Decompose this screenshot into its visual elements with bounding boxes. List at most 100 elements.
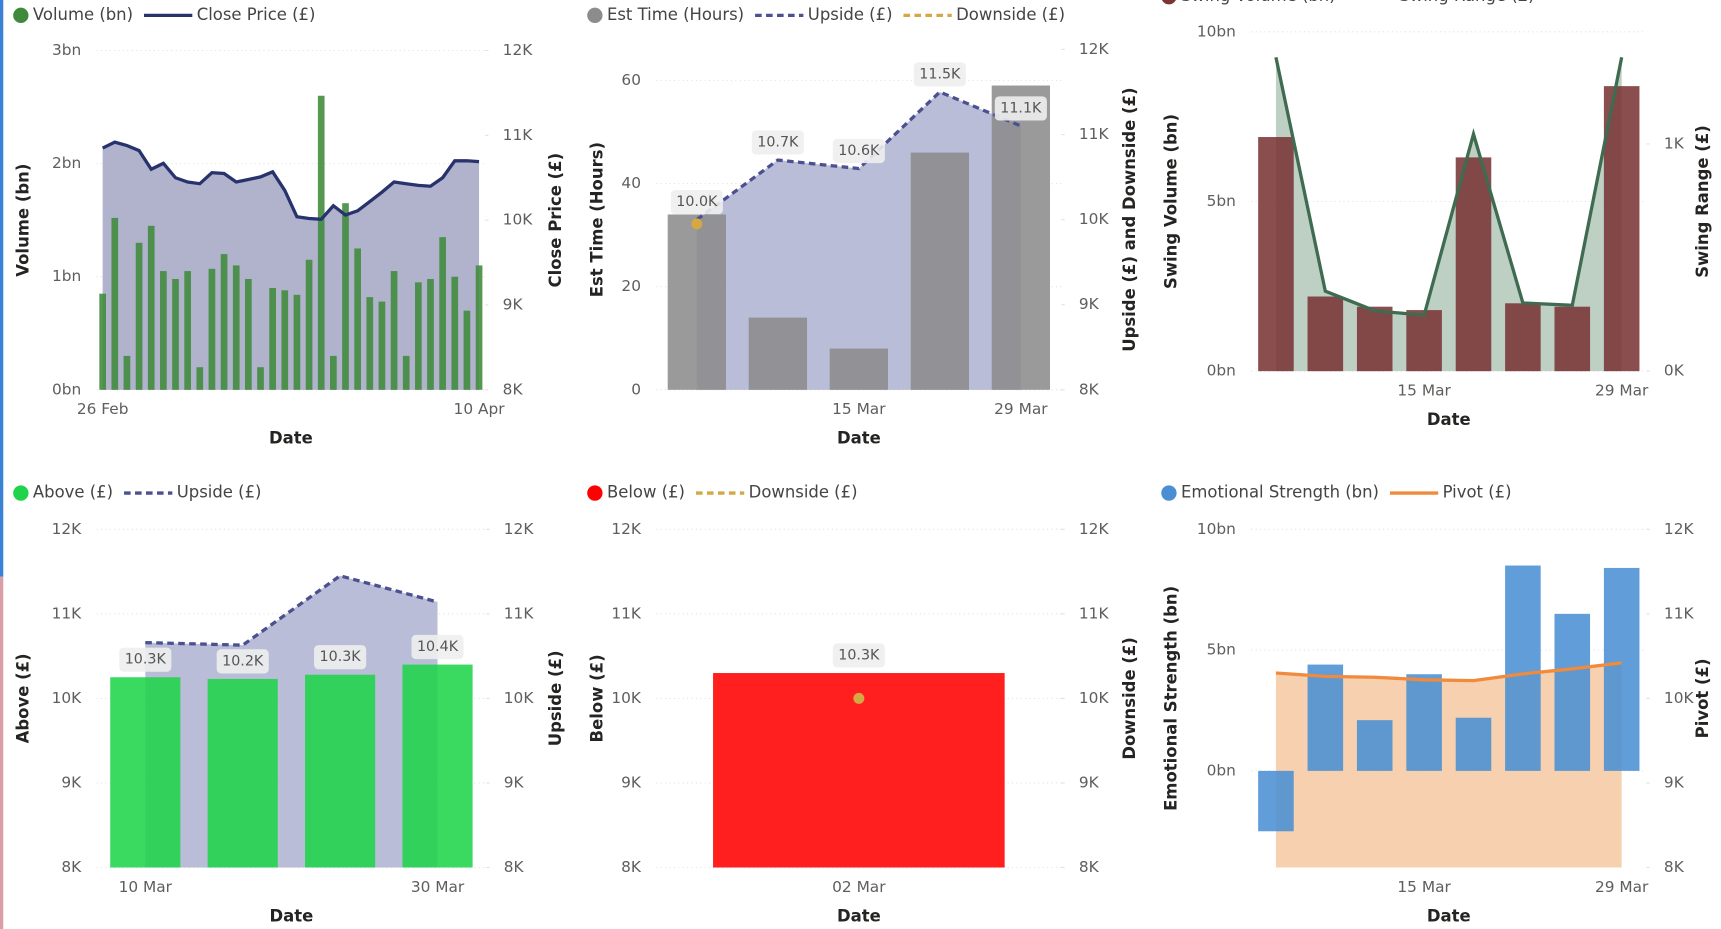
dot — [853, 692, 865, 704]
y-tick-label: 0bn — [1207, 761, 1236, 779]
bar — [402, 355, 410, 390]
x-tick-label: 29 Mar — [994, 400, 1048, 418]
x-tick-label: 29 Mar — [1595, 878, 1649, 896]
bar — [317, 95, 325, 390]
chart: 0 20 40 60 8K 9K 10K 11K 12K 15 Mar 29 Mar Date Est … — [587, 5, 1139, 448]
legend-label: Swing Volume (bn) — [1181, 0, 1336, 5]
legend-label: Swing Range (£) — [1399, 0, 1534, 5]
y2-tick-label: 9K — [1664, 773, 1685, 791]
value-label-bg — [994, 96, 1047, 121]
y-tick-label: 9K — [61, 773, 82, 791]
y2-tick-label: 9K — [504, 773, 525, 791]
y2-tick-label: 11K — [503, 126, 534, 144]
bar — [160, 271, 167, 390]
bar — [475, 265, 483, 390]
bar — [1554, 613, 1591, 771]
value-label: 11.5K — [919, 66, 961, 82]
legend-label: Emotional Strength (bn) — [1181, 483, 1379, 502]
bar — [1603, 86, 1640, 372]
x-tick-label: 30 Mar — [411, 878, 465, 896]
legend-label: Upside (£) — [808, 5, 893, 24]
bar — [1455, 717, 1492, 771]
bar — [147, 225, 155, 390]
y2-tick-label: 0K — [1664, 362, 1685, 380]
bar — [378, 301, 386, 390]
y-tick-label: 10K — [611, 689, 642, 707]
legend-marker — [587, 485, 603, 501]
value-label-bg — [216, 649, 269, 674]
bar — [99, 293, 106, 390]
y2-tick-label: 11K — [1079, 604, 1110, 622]
y-tick-label: 10K — [52, 689, 83, 707]
bar — [342, 203, 349, 390]
dot — [691, 218, 703, 230]
y-axis-title: Emotional Strength (bn) — [1162, 586, 1181, 811]
value-label: 11.1K — [1000, 100, 1042, 116]
bar — [402, 664, 473, 868]
bar — [991, 85, 1051, 390]
bar — [354, 248, 361, 390]
y-tick-label: 9K — [621, 773, 642, 791]
y-tick-label: 12K — [611, 520, 642, 538]
y2-axis-title: Close Price (£) — [546, 153, 565, 288]
bar — [463, 310, 471, 390]
y2-tick-label: 12K — [1079, 520, 1110, 538]
value-label: 10.3K — [838, 647, 880, 663]
y2-tick-label: 11K — [1664, 604, 1695, 622]
bar — [257, 367, 264, 390]
x-axis-title: Date — [837, 429, 881, 448]
y2-tick-label: 11K — [1079, 125, 1110, 143]
bar — [293, 294, 301, 390]
y-axis-title: Above (£) — [14, 653, 33, 743]
bar — [1406, 310, 1442, 372]
y-tick-label: 8K — [61, 858, 82, 876]
x-axis-title: Date — [1427, 906, 1471, 925]
y-tick-label: 10bn — [1197, 520, 1236, 538]
bar — [1258, 137, 1294, 372]
y2-axis-title: Pivot (£) — [1693, 658, 1712, 738]
bar — [1603, 567, 1640, 771]
bar — [1406, 674, 1442, 771]
y2-axis-title: Upside (£) — [546, 651, 565, 747]
bar — [1505, 303, 1541, 372]
value-label-bg — [832, 643, 885, 668]
area — [102, 142, 480, 390]
bar — [713, 673, 1005, 868]
legend-marker — [587, 7, 603, 24]
y2-tick-label: 10K — [1079, 210, 1110, 228]
line — [145, 574, 438, 647]
bar — [184, 271, 191, 390]
x-tick-label: 10 Mar — [119, 878, 173, 896]
y-tick-label: 5bn — [1207, 641, 1236, 659]
y2-tick-label: 12K — [1664, 520, 1695, 538]
legend-label: Below (£) — [607, 483, 685, 502]
x-tick-label: 15 Mar — [1397, 878, 1451, 896]
bar — [390, 271, 398, 390]
legend-marker — [1161, 485, 1177, 501]
y-tick-label: 0bn — [1207, 362, 1236, 380]
bar — [220, 254, 228, 390]
value-label-bg — [832, 138, 885, 164]
bar — [1554, 306, 1591, 372]
x-tick-label: 26 Feb — [77, 400, 129, 418]
bar — [366, 297, 374, 390]
value-label: 10.7K — [757, 134, 799, 150]
value-label: 10.4K — [417, 639, 459, 655]
x-tick-label: 10 Apr — [454, 400, 506, 418]
bar — [269, 288, 276, 390]
value-label: 10.2K — [222, 653, 264, 669]
y-axis-title: Swing Volume (bn) — [1162, 114, 1181, 289]
x-axis-title: Date — [1427, 410, 1471, 429]
line — [1275, 661, 1622, 683]
y-tick-label: 11K — [52, 604, 83, 622]
legend-label: Upside (£) — [177, 483, 262, 502]
chart: 0bn 5bn 10bn 8K 9K 10K 11K 12K 15 Mar 29 Mar Date E… — [1161, 483, 1712, 925]
y-tick-label: 2bn — [52, 154, 81, 172]
legend-marker — [1161, 0, 1176, 5]
value-label: 10.6K — [838, 143, 880, 159]
legend-marker — [13, 7, 29, 24]
y-tick-label: 60 — [621, 71, 641, 89]
bar — [281, 290, 289, 390]
y2-tick-label: 8K — [504, 858, 525, 876]
